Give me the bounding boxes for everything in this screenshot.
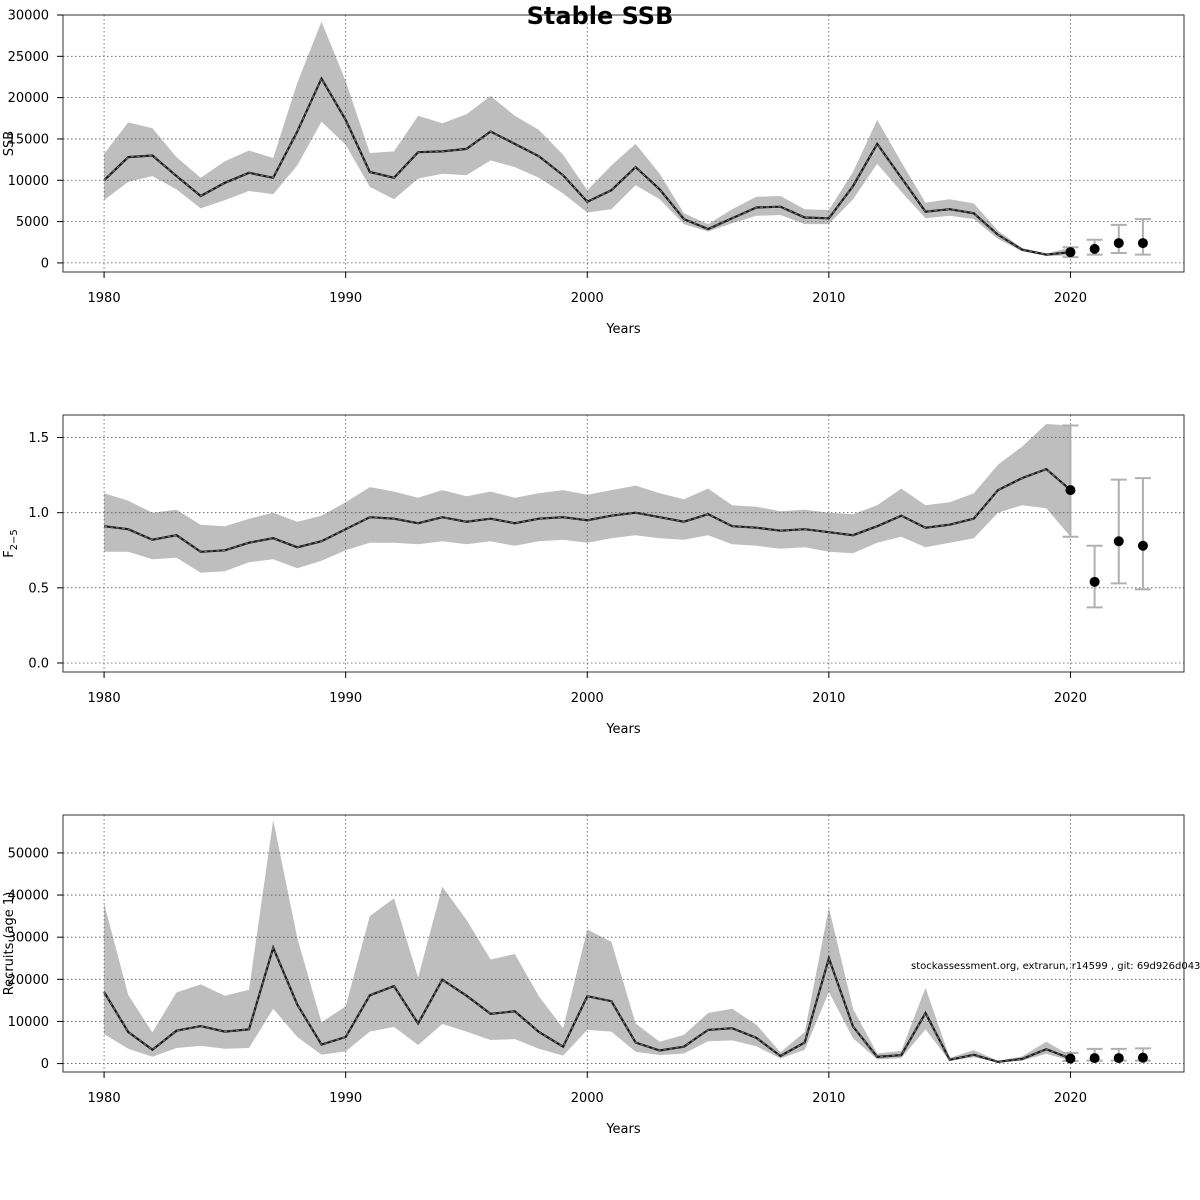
y-tick-label: 5000 [16, 215, 49, 230]
plot-frame [62, 414, 1185, 673]
y-tick-label: 10000 [8, 1015, 49, 1030]
forecast-point-2022 [1110, 223, 1127, 254]
x-tick-label: 2000 [571, 291, 604, 306]
x-tick-label: 1990 [329, 691, 362, 706]
estimate-line-dash [103, 946, 1071, 1063]
x-tick-label: 2020 [1054, 291, 1087, 306]
y-tick-label: 40000 [8, 889, 49, 904]
confidence-band [104, 424, 1071, 573]
y-tick-label: 10000 [8, 174, 49, 189]
x-tick-label: 2000 [571, 1091, 604, 1106]
forecast-point-2021 [1086, 1047, 1103, 1064]
chart-panel-1: 1980 1990 2000 2010 2020 0 5000 10000 15000 20000… [2, 9, 1185, 337]
y-tick-label: 1.0 [28, 506, 49, 521]
x-tick-label: 1990 [329, 291, 362, 306]
x-tick-label: 1980 [88, 1091, 121, 1106]
forecast-point [1089, 576, 1100, 587]
y-axis-label: F2−5 [2, 529, 20, 558]
forecast-point [1089, 1053, 1100, 1064]
forecast-point-2022 [1110, 478, 1127, 585]
x-axis-label: Years [605, 322, 641, 337]
y-tick-label: 25000 [8, 50, 49, 65]
x-tick-label: 2020 [1054, 691, 1087, 706]
y-axis-label: Recruits (age 1) [2, 892, 17, 996]
x-tick-label: 2010 [812, 691, 845, 706]
forecast-point [1137, 1052, 1148, 1063]
forecast-point [1113, 238, 1124, 249]
forecast-point [1065, 247, 1076, 258]
chart-title: Stable SSB [527, 2, 674, 30]
y-axis-label-subscript: 2−5 [9, 529, 20, 550]
x-axis-label: Years [605, 1122, 641, 1137]
plot-frame [62, 14, 1185, 273]
x-tick-label: 2010 [812, 1091, 845, 1106]
x-tick-label: 1990 [329, 1091, 362, 1106]
x-axis-label: Years [605, 722, 641, 737]
forecast-point [1113, 1053, 1124, 1064]
forecast-point-2020 [1062, 1052, 1079, 1064]
y-axis-label: SSB [2, 131, 17, 156]
forecast-point-2023 [1134, 218, 1151, 256]
y-tick-label: 15000 [8, 132, 49, 147]
estimate-line-dash [103, 77, 1071, 256]
y-tick-label: 20000 [8, 91, 49, 106]
y-tick-label: 0 [41, 256, 49, 271]
forecast-point [1137, 540, 1148, 551]
y-tick-label: 20000 [8, 973, 49, 988]
plot-frame [62, 814, 1185, 1073]
x-tick-label: 1980 [88, 691, 121, 706]
chart-panel-2: 1980 1990 2000 2010 2020 0.0 0.5 1.0 1.5 Years F2−… [2, 414, 1185, 737]
chart-footnote: stockassessment.org, extrarun, r14599 , … [911, 961, 1200, 972]
x-tick-label: 2020 [1054, 1091, 1087, 1106]
y-tick-label: 0 [41, 1057, 49, 1072]
confidence-band [104, 820, 1071, 1063]
y-tick-label: 50000 [8, 846, 49, 861]
x-tick-label: 2010 [812, 291, 845, 306]
estimate-line-dash [104, 468, 1071, 553]
y-tick-label: 1.5 [28, 431, 49, 446]
forecast-point-2023 [1134, 477, 1151, 591]
forecast-point-2021 [1086, 544, 1103, 609]
y-tick-label: 30000 [8, 931, 49, 946]
y-tick-label: 0.5 [28, 581, 49, 596]
forecast-point-2023 [1134, 1047, 1151, 1063]
forecast-point [1065, 1053, 1076, 1064]
forecast-point-2022 [1110, 1047, 1127, 1064]
y-tick-label: 30000 [8, 9, 49, 24]
y-tick-label: 0.0 [28, 656, 49, 671]
forecast-point [1113, 536, 1124, 547]
forecast-point [1065, 485, 1076, 496]
forecast-point [1089, 243, 1100, 254]
confidence-band [104, 21, 1071, 256]
forecast-point-2020 [1062, 246, 1079, 259]
chart-panel-3: 1980 1990 2000 2010 2020 0 10000 20000 30000 4000… [2, 814, 1185, 1137]
x-tick-label: 1980 [88, 291, 121, 306]
forecast-point-2020 [1062, 424, 1079, 538]
forecast-point [1137, 238, 1148, 249]
chart-panels: 1980 1990 2000 2010 202005000100001500020000… [2, 9, 1185, 1137]
forecast-point-2021 [1086, 238, 1103, 256]
x-tick-label: 2000 [571, 691, 604, 706]
